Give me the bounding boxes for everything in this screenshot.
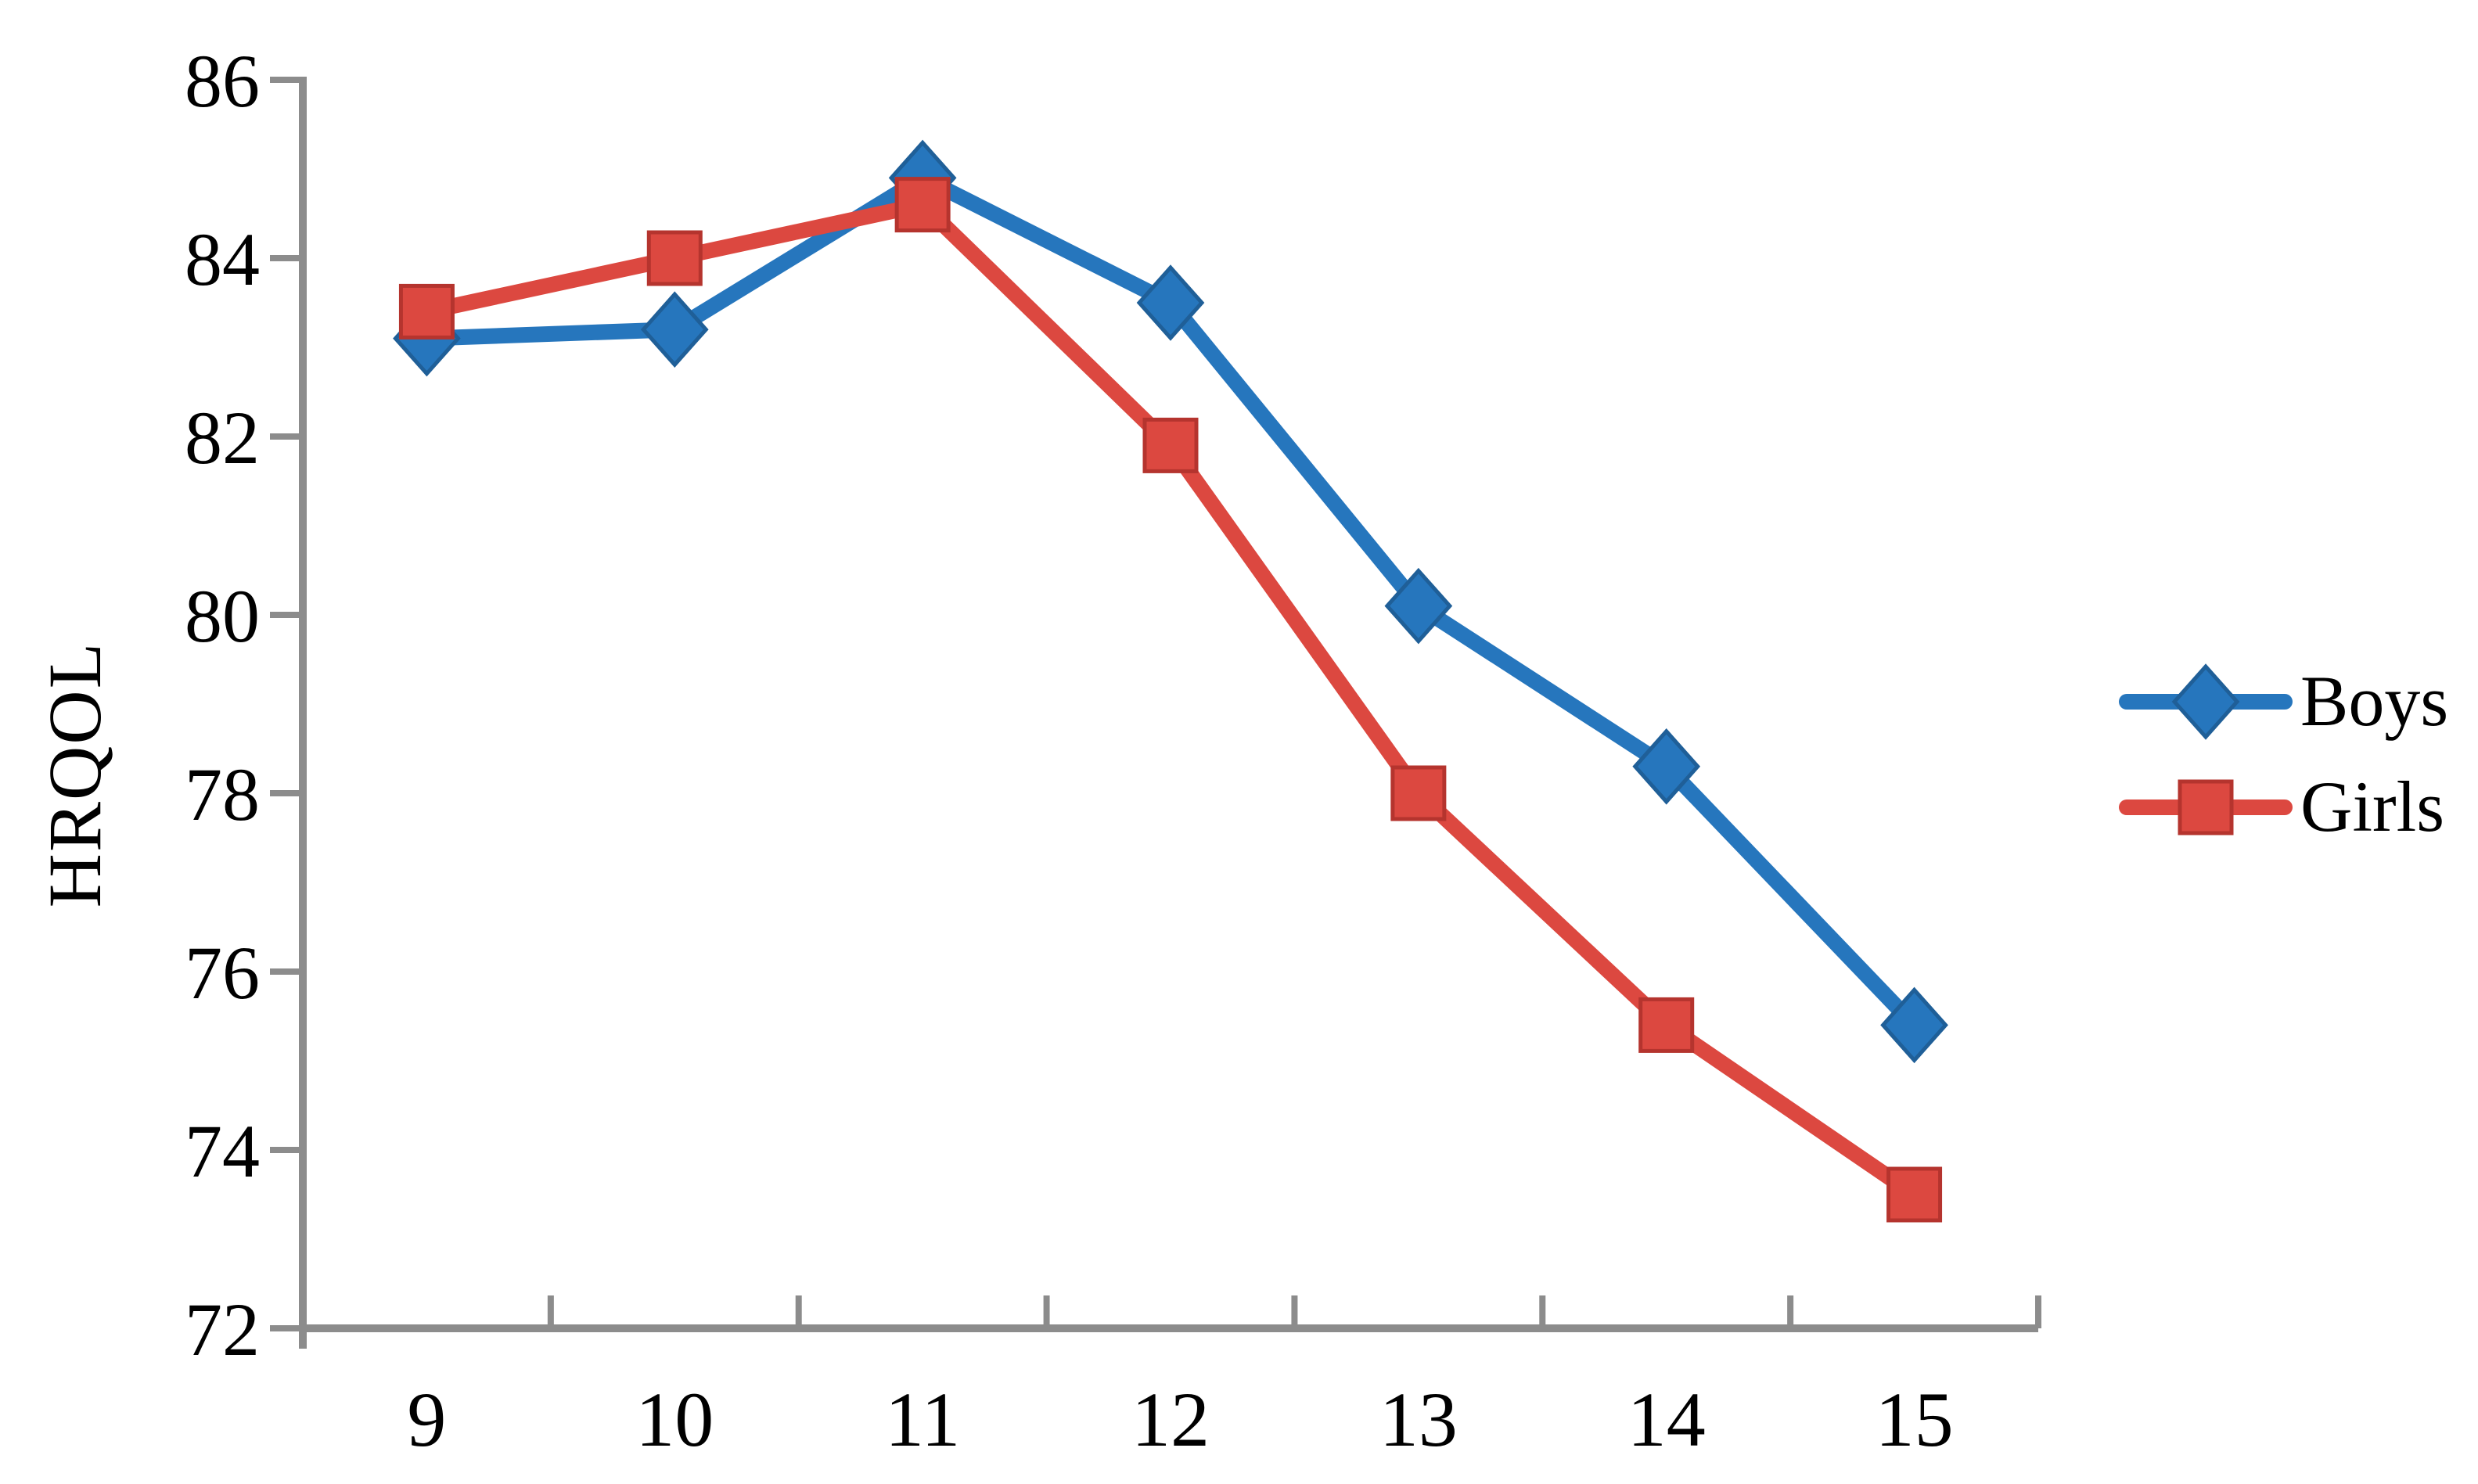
x-tick-label: 10	[635, 1376, 714, 1463]
legend-label: Girls	[2300, 767, 2444, 846]
marker-boys	[1136, 264, 1205, 341]
marker-boys	[1632, 728, 1701, 805]
marker-girls	[1142, 417, 1199, 473]
series-boys	[393, 139, 1948, 1064]
marker-girls	[894, 177, 951, 233]
y-tick-label: 76	[185, 931, 260, 1015]
marker-girls	[398, 283, 455, 340]
legend-item-girls: Girls	[2119, 767, 2444, 846]
legend-item-boys: Boys	[2119, 661, 2448, 741]
marker-girls	[1886, 1166, 1943, 1223]
marker-girls	[646, 230, 703, 286]
series-girls	[398, 177, 1943, 1223]
y-axis-title: HRQOL	[33, 641, 117, 908]
legend-marker	[2178, 779, 2234, 835]
legend: Boys Girls	[2119, 661, 2448, 846]
y-tick-label: 78	[185, 753, 260, 836]
marker-girls	[1638, 997, 1695, 1053]
legend-label: Boys	[2300, 661, 2448, 741]
marker-girls	[1390, 765, 1447, 821]
y-tick-label: 82	[185, 396, 260, 480]
marker-boys	[1384, 567, 1453, 645]
y-tick-label: 84	[185, 217, 260, 301]
axes: 86 84 82 80 78 76 74 72 9 10 11 12 13 14 15 HRQOL	[33, 39, 2041, 1463]
y-tick-label: 80	[185, 574, 260, 658]
y-tick-label: 86	[185, 39, 260, 123]
x-tick-label: 14	[1627, 1376, 1706, 1463]
marker-boys	[640, 291, 709, 368]
x-tick-label: 11	[885, 1376, 960, 1463]
y-tick-label: 72	[185, 1288, 260, 1371]
x-tick-label: 12	[1131, 1376, 1210, 1463]
marker-boys	[1880, 986, 1948, 1064]
x-tick-label: 15	[1876, 1376, 1954, 1463]
legend-marker	[2171, 663, 2240, 740]
x-tick-label: 9	[407, 1376, 446, 1463]
y-tick-label: 74	[185, 1109, 260, 1193]
x-tick-label: 13	[1379, 1376, 1458, 1463]
